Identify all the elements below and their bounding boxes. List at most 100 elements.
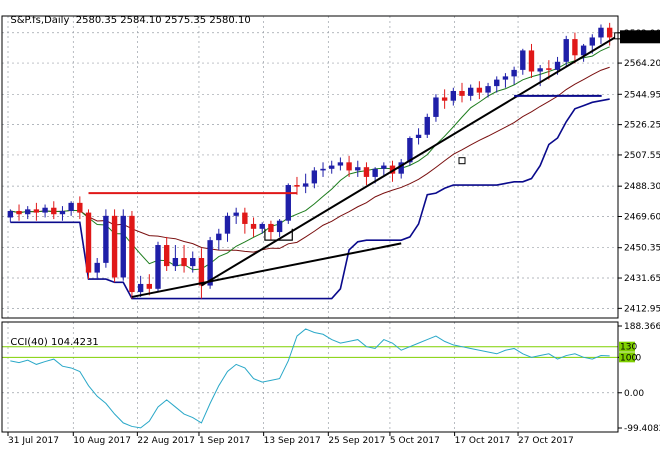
y-tick-label: 2488.30 bbox=[624, 182, 660, 192]
candle-body bbox=[42, 207, 48, 213]
candle-body bbox=[207, 240, 213, 286]
candle-body bbox=[598, 27, 604, 38]
y-tick-label: 2564.20 bbox=[624, 59, 660, 69]
candle-body bbox=[520, 50, 526, 70]
candle-body bbox=[198, 258, 205, 286]
candle-body bbox=[224, 215, 231, 234]
y-tick-label: 2526.25 bbox=[624, 121, 660, 131]
candle-body bbox=[415, 134, 422, 138]
cci-header: CCI(40) 104.4231 bbox=[4, 326, 99, 348]
candle-body bbox=[285, 185, 291, 221]
candle-body bbox=[25, 209, 31, 215]
candle-body bbox=[268, 223, 274, 233]
candle-body bbox=[606, 27, 613, 38]
candle-body bbox=[259, 223, 265, 229]
candle-body bbox=[111, 215, 118, 278]
candle-body bbox=[294, 185, 300, 187]
candle-body bbox=[450, 90, 457, 101]
candle-body bbox=[33, 209, 40, 213]
candle-body bbox=[398, 162, 404, 174]
candle-body bbox=[146, 283, 153, 289]
candles bbox=[7, 22, 613, 299]
cci-label: CCI(40) 104.4231 bbox=[10, 337, 99, 348]
candle-body bbox=[476, 87, 483, 93]
candle-body bbox=[320, 168, 326, 171]
lowest-low-channel bbox=[10, 98, 610, 300]
x-tick-label: 17 Oct 2017 bbox=[455, 436, 511, 446]
x-tick-label: 13 Sep 2017 bbox=[264, 436, 321, 446]
symbol-label: S&P.fs,Daily bbox=[10, 15, 70, 26]
y-tick-label: 2544.95 bbox=[624, 90, 660, 100]
candle-body bbox=[216, 233, 222, 241]
candle-body bbox=[329, 165, 335, 169]
x-tick-label: 5 Oct 2017 bbox=[390, 436, 440, 446]
x-tick-label: 25 Sep 2017 bbox=[328, 436, 385, 446]
candle-body bbox=[233, 212, 239, 216]
candle-body bbox=[502, 76, 509, 80]
candle-body bbox=[163, 245, 170, 267]
candle-body bbox=[137, 283, 144, 293]
candle-body bbox=[94, 262, 100, 273]
main-uptrend-line bbox=[200, 34, 619, 287]
x-tick-label: 22 Aug 2017 bbox=[137, 436, 195, 446]
cci-tick-label: -99.4082 bbox=[624, 424, 660, 434]
grid bbox=[2, 16, 618, 432]
y-tick-label: 2450.35 bbox=[624, 244, 660, 254]
moving-average-fast bbox=[10, 46, 610, 271]
candle-body bbox=[528, 50, 535, 72]
candle-body bbox=[190, 258, 196, 267]
moving-average-slow bbox=[10, 66, 610, 253]
candle-body bbox=[276, 220, 283, 233]
candle-body bbox=[572, 39, 578, 56]
chart-header: S&P.fs,Daily 2580.35 2584.10 2575.35 258… bbox=[4, 4, 250, 26]
candle-body bbox=[337, 162, 344, 166]
candle-body bbox=[59, 210, 66, 215]
candle-body bbox=[16, 210, 22, 215]
candle-body bbox=[381, 165, 387, 169]
y-tick-label: 2507.55 bbox=[624, 151, 660, 161]
candle-body bbox=[68, 202, 74, 211]
x-tick-label: 31 Jul 2017 bbox=[8, 436, 59, 446]
candle-body bbox=[467, 87, 474, 96]
lower-trendline bbox=[131, 242, 402, 298]
candle-body bbox=[311, 170, 318, 184]
candle-body bbox=[537, 68, 543, 72]
candle-body bbox=[120, 215, 126, 278]
candle-body bbox=[407, 138, 413, 163]
candle-body bbox=[372, 168, 378, 177]
candle-body bbox=[441, 97, 448, 101]
candle-body bbox=[424, 116, 430, 135]
cci-level-badge bbox=[619, 341, 635, 352]
candle-body bbox=[181, 258, 187, 267]
candle-body bbox=[563, 39, 569, 62]
candle-body bbox=[7, 210, 14, 218]
price-badge bbox=[620, 30, 660, 44]
cci-panel-frame bbox=[1, 321, 619, 433]
cci-tick-label: 188.3664 bbox=[624, 322, 660, 332]
candle-body bbox=[433, 97, 439, 117]
price-panel-frame bbox=[1, 15, 619, 319]
cci-level-label: 130 bbox=[620, 343, 637, 353]
axes: 2582.902564.202544.952526.252507.552488.… bbox=[1, 15, 660, 446]
y-tick-label: 2431.65 bbox=[624, 274, 660, 284]
indicator-lines bbox=[10, 46, 610, 300]
candle-body bbox=[77, 202, 83, 213]
candle-body bbox=[172, 258, 179, 267]
consolidation-bracket bbox=[264, 228, 293, 241]
candle-body bbox=[250, 223, 257, 229]
candle-body bbox=[129, 215, 135, 293]
candle-body bbox=[511, 69, 517, 77]
candle-body bbox=[494, 79, 500, 87]
candle-body bbox=[355, 167, 361, 171]
y-tick-label: 2469.60 bbox=[624, 212, 660, 222]
candle-body bbox=[485, 86, 491, 93]
candle-body bbox=[546, 68, 552, 70]
candle-body bbox=[389, 165, 396, 174]
cci-line bbox=[10, 328, 610, 429]
annotations bbox=[88, 32, 622, 298]
price-badge-text: 2580.10 bbox=[622, 33, 659, 43]
candle-body bbox=[242, 212, 248, 224]
candle-body bbox=[363, 167, 370, 177]
cci-tick-label: 0.00 bbox=[624, 389, 644, 399]
